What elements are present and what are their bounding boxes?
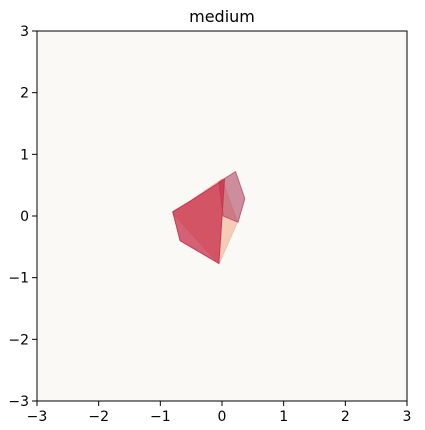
chart-title: medium [189,7,255,26]
y-tick-label: 1 [20,147,29,163]
y-tick-label: −3 [8,394,29,410]
y-tick-label: 2 [20,86,29,102]
y-tick-label: −2 [8,332,29,348]
polygon-faces [172,171,246,265]
x-tick-label: 3 [403,409,412,425]
y-tick-label: 0 [20,209,29,225]
x-tick-label: −3 [27,409,48,425]
x-tick-label: −1 [150,409,171,425]
y-tick-label: −1 [8,271,29,287]
polygon-face-3 [172,178,225,264]
y-axis: −3 −2 −1 0 1 2 3 [8,24,37,410]
y-tick-label: 3 [20,24,29,40]
x-tick-label: 2 [341,409,350,425]
x-tick-label: 1 [279,409,288,425]
x-tick-label: −2 [88,409,109,425]
x-tick-label: 0 [218,409,227,425]
x-axis: −3 −2 −1 0 1 2 3 [27,401,412,425]
